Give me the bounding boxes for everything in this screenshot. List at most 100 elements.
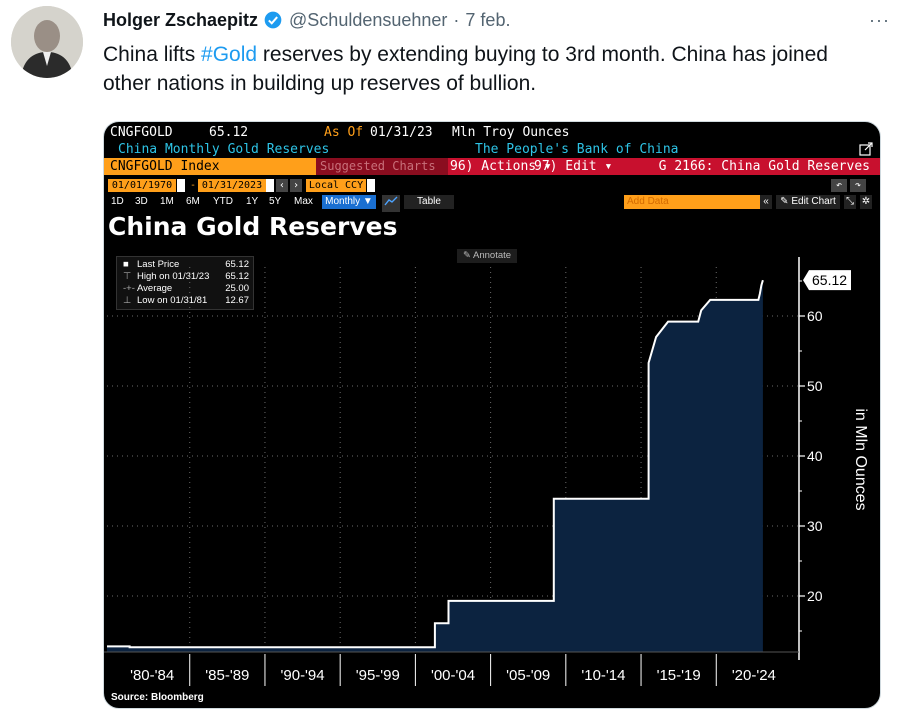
y-tick-label: 40 (807, 448, 823, 464)
currency-select[interactable]: Local CCY (306, 179, 366, 192)
avatar-portrait-icon (11, 6, 83, 78)
ticker: CNGFGOLD (110, 125, 173, 140)
edit-chart-label: Edit Chart (791, 196, 836, 207)
tweet-text-part-1: China lifts (103, 43, 202, 66)
date-to-input[interactable]: 01/31/2023 (198, 179, 266, 192)
hashtag-link[interactable]: #Gold (201, 43, 258, 66)
x-tick-label: '90-'94 (281, 667, 325, 684)
date-from-input[interactable]: 01/01/1970 (108, 179, 176, 192)
header-row: CNGFGOLD 65.12 As Of 01/31/23 Mln Troy O… (104, 125, 880, 141)
redo-icon[interactable]: ↷ (850, 179, 866, 192)
frequency-select[interactable]: Monthly ▼ (322, 195, 376, 209)
series-code: G 2166: China Gold Reserves (658, 159, 870, 174)
edit-chart-button[interactable]: ✎ Edit Chart (776, 195, 840, 209)
x-tick-label: '20-'24 (732, 667, 776, 684)
source-org: The People's Bank of China (475, 142, 679, 157)
separator-dot: · (453, 9, 460, 30)
legend-row: ⊤ High on 01/31/23 65.12 (123, 271, 249, 283)
legend-box: ■ Last Price 65.12 ⊤ High on 01/31/23 65… (116, 256, 254, 310)
legend-swatch-icon: ■ (123, 259, 129, 270)
date-to-toggle[interactable] (266, 179, 274, 192)
period-max[interactable]: Max (294, 196, 313, 207)
chart-type-icon[interactable] (382, 195, 400, 212)
currency-toggle[interactable] (367, 179, 375, 192)
zoom-icon[interactable]: ⤡ (844, 195, 856, 209)
legend-value: 25.00 (225, 283, 249, 294)
period-ytd[interactable]: YTD (213, 196, 233, 207)
series-line (107, 279, 764, 649)
more-options-icon[interactable]: ··· (869, 10, 890, 30)
undo-icon[interactable]: ↶ (831, 179, 847, 192)
y-tick-label: 60 (807, 308, 823, 324)
command-bar: CNGFGOLD Index Suggested Charts 96) Acti… (104, 158, 880, 175)
settings-icon[interactable]: ✲ (860, 195, 872, 209)
legend-row: -+- Average 25.00 (123, 283, 249, 295)
legend-value: 12.67 (225, 295, 249, 306)
popout-icon[interactable] (858, 141, 874, 161)
y-tick-label: 50 (807, 378, 823, 394)
y-tick-label: 30 (807, 518, 823, 534)
series-area (107, 280, 763, 652)
date-from-toggle[interactable] (177, 179, 185, 192)
period-3d[interactable]: 3D (135, 196, 148, 207)
gold-reserves-chart: 20 30 40 50 60 65.12 in Mln Ounces '80-'84 '85-'… (104, 257, 869, 686)
period-5y[interactable]: 5Y (269, 196, 282, 207)
collapse-icon[interactable]: « (760, 195, 772, 209)
verified-badge-icon (263, 10, 283, 30)
prev-arrow-icon[interactable]: ‹ (276, 179, 288, 192)
y-axis-label: in Mln Ounces (852, 408, 869, 510)
legend-label: Low on 01/31/81 (137, 295, 208, 306)
index-label[interactable]: CNGFGOLD Index (104, 158, 318, 175)
legend-label: Last Price (137, 259, 180, 270)
legend-value: 65.12 (225, 259, 249, 270)
tweet-date[interactable]: 7 feb. (465, 9, 511, 30)
units: Mln Troy Ounces (452, 125, 570, 140)
period-row: 1D 3D 1M 6M YTD 1Y 5Y Max Monthly ▼ Tabl… (104, 195, 880, 212)
as-of-label: As Of (324, 125, 364, 140)
table-button[interactable]: Table (404, 195, 454, 209)
y-tick-label: 20 (807, 588, 823, 604)
legend-row: ⊥ Low on 01/31/81 12.67 (123, 295, 249, 307)
high-marker-icon: ⊤ (123, 271, 132, 282)
period-1y[interactable]: 1Y (246, 196, 259, 207)
description-row: China Monthly Gold Reserves The People's… (104, 142, 880, 158)
tweet-header: Holger Zschaepitz @Schuldensuehner · 7 f… (103, 6, 890, 34)
chart-title: China Gold Reserves (108, 212, 398, 241)
add-data-input[interactable]: Add Data (624, 195, 761, 209)
period-6m[interactable]: 6M (186, 196, 200, 207)
period-1m[interactable]: 1M (160, 196, 174, 207)
author-handle[interactable]: @Schuldensuehner (289, 9, 448, 30)
legend-row: ■ Last Price 65.12 (123, 259, 249, 271)
tweet-text-part-2: reserves by extending buying to 3rd mont… (103, 43, 828, 95)
author-name[interactable]: Holger Zschaepitz (103, 9, 259, 30)
annotate-button[interactable]: ✎ Annotate (457, 249, 517, 263)
x-tick-label: '15-'19 (657, 667, 701, 684)
actions-menu[interactable]: 96) Actions ▾ (450, 159, 552, 174)
last-value: 65.12 (209, 125, 249, 140)
last-value-tag (803, 270, 851, 291)
date-range-row: 01/01/1970 - 01/31/2023 ‹ › Local CCY ↶ … (104, 179, 880, 193)
series-description: China Monthly Gold Reserves (118, 142, 330, 157)
last-value-label: 65.12 (812, 272, 847, 288)
edit-menu[interactable]: 97) Edit ▾ (534, 159, 613, 174)
as-of-date: 01/31/23 (370, 125, 433, 140)
x-tick-label: '10-'14 (581, 667, 625, 684)
next-arrow-icon[interactable]: › (290, 179, 302, 192)
suggested-charts-button[interactable]: Suggested Charts (316, 158, 448, 175)
x-tick-label: '85-'89 (205, 667, 249, 684)
legend-value: 65.12 (225, 271, 249, 282)
avatar[interactable] (11, 6, 83, 78)
source-note: Source: Bloomberg (111, 692, 204, 703)
low-marker-icon: ⊥ (123, 295, 132, 306)
x-tick-label: '05-'09 (506, 667, 550, 684)
legend-label: Average (137, 283, 173, 294)
x-tick-label: '95-'99 (356, 667, 400, 684)
annotate-label: Annotate (473, 250, 512, 261)
period-1d[interactable]: 1D (111, 196, 124, 207)
date-dash: - (190, 180, 197, 191)
legend-label: High on 01/31/23 (137, 271, 210, 282)
tweet-media-chart[interactable]: CNGFGOLD 65.12 As Of 01/31/23 Mln Troy O… (103, 121, 881, 709)
x-tick-label: '00-'04 (431, 667, 475, 684)
x-tick-label: '80-'84 (130, 667, 174, 684)
average-marker-icon: -+- (123, 283, 135, 294)
